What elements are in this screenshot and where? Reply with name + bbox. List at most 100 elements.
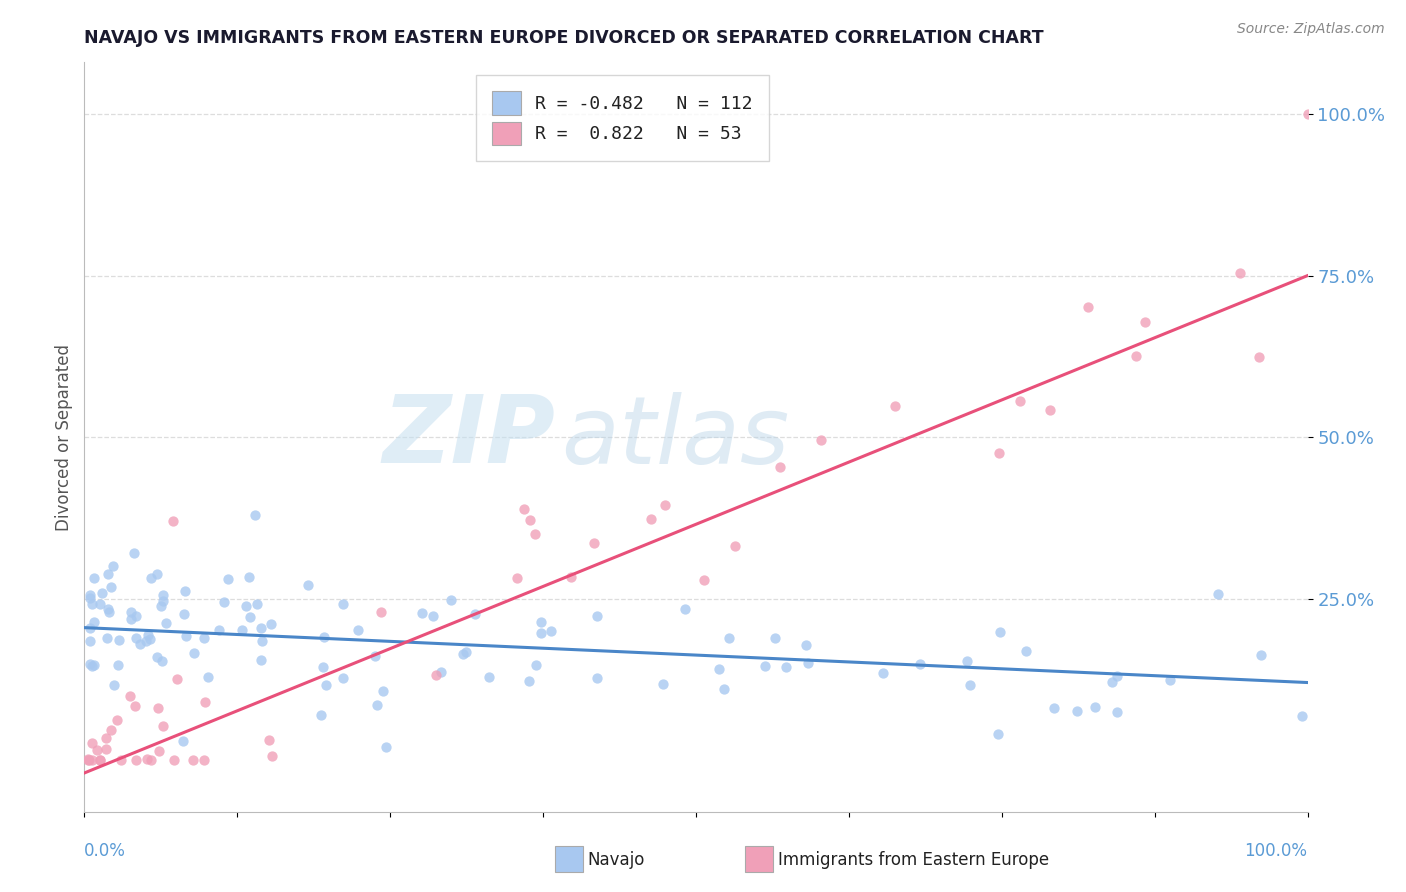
Point	[1206, 587, 1229, 601]
Point	[120, 612, 142, 626]
Point	[1133, 315, 1156, 329]
Point	[172, 734, 194, 748]
Point	[1296, 107, 1319, 121]
Text: Immigrants from Eastern Europe: Immigrants from Eastern Europe	[778, 851, 1049, 869]
Point	[1066, 704, 1088, 718]
Legend: R = -0.482   N = 112, R =  0.822   N = 53: R = -0.482 N = 112, R = 0.822 N = 53	[475, 75, 769, 161]
Point	[97, 602, 120, 616]
Point	[82, 597, 104, 611]
Point	[124, 698, 146, 713]
Point	[1291, 709, 1313, 723]
Point	[810, 433, 832, 447]
Point	[148, 744, 170, 758]
Point	[94, 731, 117, 746]
Point	[312, 660, 335, 674]
Point	[959, 677, 981, 691]
Point	[82, 659, 104, 673]
Text: NAVAJO VS IMMIGRANTS FROM EASTERN EUROPE DIVORCED OR SEPARATED CORRELATION CHART: NAVAJO VS IMMIGRANTS FROM EASTERN EUROPE…	[84, 29, 1045, 47]
Point	[519, 513, 541, 527]
Point	[332, 671, 354, 685]
Point	[231, 623, 253, 637]
Point	[586, 608, 609, 623]
Point	[94, 742, 117, 756]
Point	[217, 572, 239, 586]
Text: 0.0%: 0.0%	[84, 842, 127, 860]
Point	[103, 678, 125, 692]
Text: ZIP: ZIP	[382, 391, 555, 483]
Point	[370, 605, 392, 619]
Point	[1105, 669, 1128, 683]
Point	[1039, 403, 1062, 417]
Point	[249, 653, 271, 667]
Point	[125, 609, 148, 624]
Point	[122, 546, 145, 560]
Point	[411, 606, 433, 620]
Point	[97, 566, 120, 581]
Point	[464, 607, 486, 622]
Point	[208, 624, 231, 638]
Point	[146, 649, 169, 664]
Point	[713, 682, 735, 697]
Point	[478, 669, 501, 683]
Point	[366, 698, 388, 713]
Point	[586, 672, 609, 686]
Point	[540, 624, 562, 638]
Point	[422, 609, 444, 624]
Point	[1249, 350, 1271, 364]
Point	[108, 632, 131, 647]
Point	[77, 753, 100, 767]
Point	[524, 658, 547, 673]
Point	[150, 654, 173, 668]
Point	[183, 753, 205, 767]
Point	[246, 597, 269, 611]
Point	[768, 459, 790, 474]
Point	[77, 752, 100, 766]
Point	[718, 631, 741, 645]
Point	[120, 605, 142, 619]
Point	[775, 659, 797, 673]
Point	[1043, 700, 1066, 714]
Point	[238, 569, 260, 583]
Point	[1159, 673, 1181, 688]
Point	[79, 633, 101, 648]
Text: Navajo: Navajo	[588, 851, 645, 869]
Point	[454, 644, 477, 658]
Point	[260, 617, 283, 632]
Point	[640, 512, 662, 526]
Point	[146, 567, 169, 582]
Point	[135, 634, 157, 648]
Point	[79, 657, 101, 671]
Point	[524, 527, 547, 541]
Point	[440, 593, 463, 607]
Point	[1077, 301, 1099, 315]
Point	[988, 625, 1011, 640]
Point	[89, 597, 111, 611]
Point	[582, 535, 605, 549]
Point	[174, 629, 197, 643]
Point	[371, 683, 394, 698]
Point	[183, 646, 205, 660]
Point	[135, 752, 157, 766]
Point	[82, 753, 104, 767]
Point	[173, 607, 195, 621]
Point	[250, 634, 273, 648]
Point	[260, 749, 283, 764]
Point	[235, 599, 257, 613]
Point	[910, 657, 932, 671]
Point	[152, 594, 174, 608]
Point	[654, 499, 676, 513]
Point	[724, 539, 747, 553]
Point	[149, 599, 172, 613]
Point	[754, 659, 776, 673]
Point	[212, 595, 235, 609]
Point	[193, 631, 215, 645]
Point	[987, 446, 1010, 460]
Point	[309, 707, 332, 722]
Point	[125, 753, 148, 767]
Point	[80, 736, 103, 750]
Point	[100, 581, 122, 595]
Point	[173, 583, 195, 598]
Point	[79, 591, 101, 606]
Point	[797, 657, 820, 671]
Point	[155, 615, 177, 630]
